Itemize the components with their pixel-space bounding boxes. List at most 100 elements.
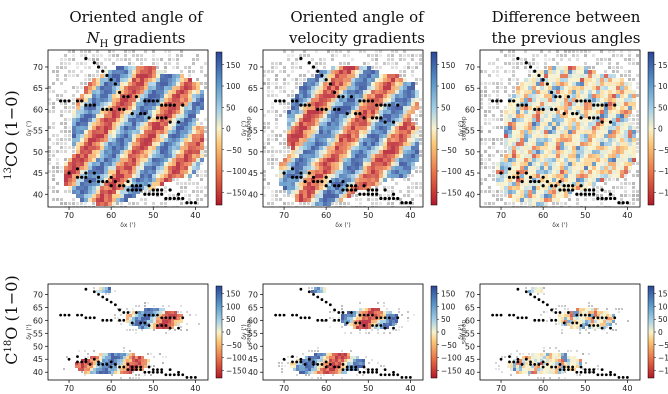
- map-pixel: [111, 353, 114, 356]
- map-pixel: [564, 114, 568, 118]
- map-pixel: [93, 365, 96, 368]
- map-pixel-grey: [64, 74, 67, 77]
- data-point: [533, 69, 537, 73]
- map-pixel: [72, 162, 76, 166]
- data-point: [625, 201, 629, 205]
- map-pixel: [92, 154, 96, 158]
- map-pixel: [100, 130, 104, 134]
- map-pixel: [391, 74, 395, 78]
- map-pixel: [343, 178, 347, 182]
- map-pixel-grey: [135, 332, 137, 334]
- map-pixel-grey: [279, 114, 282, 117]
- data-point: [299, 103, 303, 107]
- data-point: [537, 179, 541, 184]
- map-pixel-grey: [287, 94, 290, 97]
- map-pixel: [88, 182, 92, 186]
- map-pixel: [299, 90, 303, 94]
- map-pixel: [140, 118, 144, 122]
- map-pixel-grey: [76, 90, 79, 93]
- map-pixel: [120, 66, 124, 70]
- map-pixel: [556, 194, 560, 198]
- map-pixel-grey: [407, 202, 410, 205]
- map-pixel-grey: [375, 50, 378, 53]
- map-pixel: [120, 186, 124, 190]
- map-pixel-grey: [415, 118, 418, 121]
- map-pixel: [377, 308, 380, 311]
- map-pixel-grey: [592, 66, 595, 69]
- map-pixel-grey: [271, 158, 274, 161]
- map-pixel-grey: [375, 186, 378, 189]
- map-pixel: [88, 86, 92, 90]
- map-pixel: [188, 138, 192, 142]
- map-pixel: [604, 138, 608, 142]
- map-pixel-grey: [78, 350, 80, 352]
- map-pixel: [588, 74, 592, 78]
- map-pixel-grey: [132, 62, 135, 65]
- map-pixel-grey: [200, 186, 203, 189]
- data-point: [168, 373, 172, 377]
- map-pixel: [331, 78, 335, 82]
- map-pixel: [371, 74, 375, 78]
- map-pixel: [339, 186, 343, 190]
- data-point: [67, 357, 71, 361]
- map-pixel: [548, 82, 552, 86]
- map-pixel: [536, 154, 540, 158]
- map-pixel: [395, 106, 399, 110]
- data-point: [613, 103, 617, 107]
- map-pixel-grey: [204, 118, 207, 121]
- map-pixel: [624, 154, 628, 158]
- map-pixel: [588, 106, 592, 110]
- map-pixel: [608, 166, 612, 170]
- map-pixel: [108, 146, 112, 150]
- data-point: [97, 363, 100, 366]
- map-pixel: [371, 308, 374, 311]
- map-pixel: [572, 142, 576, 146]
- map-pixel: [150, 308, 153, 311]
- map-pixel: [351, 134, 355, 138]
- map-pixel: [331, 146, 335, 150]
- colorbar-tick-label: −50: [441, 146, 457, 155]
- colorbar-tick-label: −100: [441, 167, 462, 176]
- map-pixel: [568, 166, 572, 170]
- map-pixel-grey: [283, 154, 286, 157]
- map-pixel: [96, 194, 100, 198]
- map-pixel-grey: [72, 206, 75, 207]
- map-pixel: [315, 94, 319, 98]
- map-pixel: [564, 122, 568, 126]
- map-pixel: [112, 98, 116, 102]
- map-pixel: [291, 162, 295, 166]
- map-pixel: [156, 86, 160, 90]
- map-pixel-grey: [307, 202, 310, 205]
- map-pixel-grey: [267, 158, 270, 161]
- map-pixel: [528, 106, 532, 110]
- map-pixel: [164, 98, 168, 102]
- map-pixel-grey: [200, 122, 203, 125]
- map-pixel: [102, 356, 105, 359]
- map-pixel: [132, 311, 135, 314]
- map-pixel-grey: [263, 178, 266, 181]
- map-pixel: [395, 142, 399, 146]
- map-pixel: [399, 86, 403, 90]
- map-pixel: [375, 138, 379, 142]
- data-point: [134, 184, 139, 188]
- map-pixel: [162, 323, 165, 326]
- x-tick-label: 40: [622, 211, 632, 220]
- map-pixel: [596, 118, 600, 122]
- map-pixel-grey: [632, 182, 635, 185]
- map-pixel: [80, 154, 84, 158]
- data-point: [524, 103, 528, 107]
- map-pixel: [616, 162, 620, 166]
- map-pixel: [156, 174, 160, 178]
- map-pixel: [120, 150, 124, 154]
- data-point: [101, 318, 105, 322]
- map-pixel: [391, 134, 395, 138]
- map-pixel-grey: [343, 54, 346, 57]
- map-pixel-grey: [500, 154, 503, 157]
- map-pixel: [102, 365, 105, 368]
- map-pixel: [387, 106, 391, 110]
- data-point: [96, 65, 101, 69]
- map-pixel: [162, 317, 165, 320]
- map-pixel: [144, 70, 148, 74]
- map-pixel: [375, 86, 379, 90]
- map-pixel-grey: [347, 62, 350, 65]
